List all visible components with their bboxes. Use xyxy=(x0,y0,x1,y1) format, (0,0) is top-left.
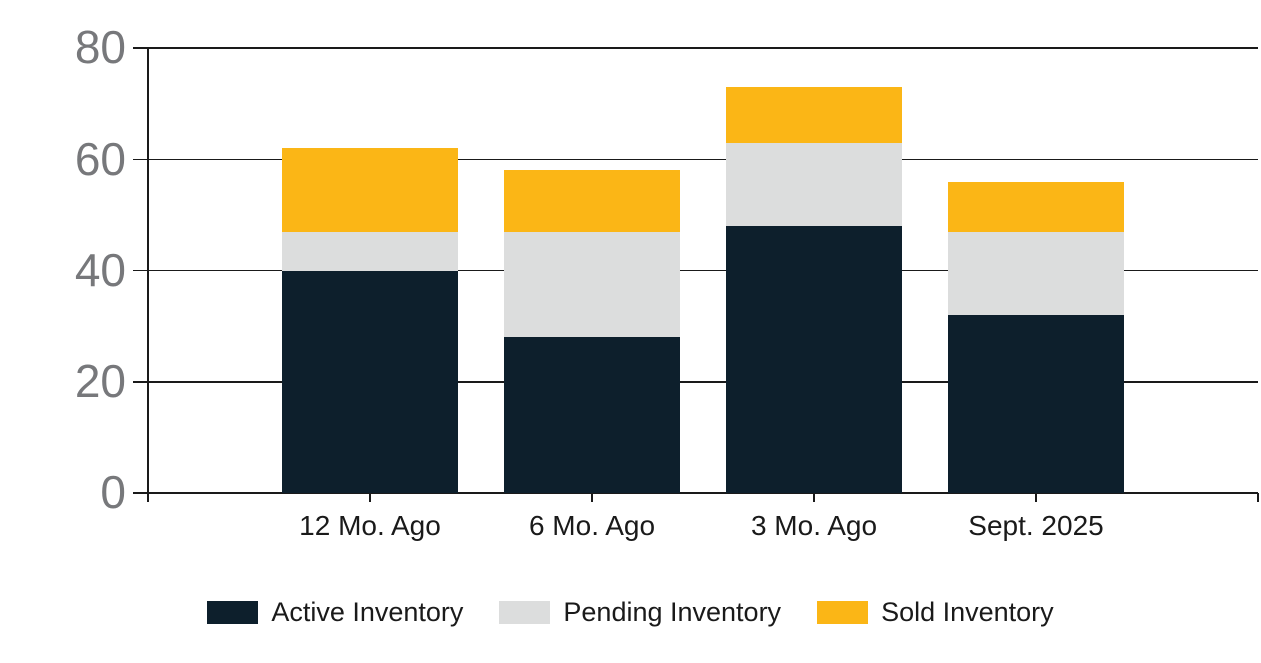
y-axis-tick-60 xyxy=(133,158,148,160)
plot-area: 0 20 40 60 80 12 Mo. Ago 6 Mo. Ago 3 Mo. Ago Sep… xyxy=(75,24,1259,541)
x-axis-label-sept-2025: Sept. 2025 xyxy=(968,510,1104,541)
x-axis-tick-4 xyxy=(1035,493,1037,502)
x-axis-tick-0 xyxy=(147,493,149,502)
y-axis-line xyxy=(147,48,149,502)
bar-segment-6-mo-ago-active-inventory xyxy=(504,337,680,493)
legend-swatch-sold-inventory xyxy=(817,601,869,624)
legend-swatch-pending-inventory xyxy=(499,601,551,624)
x-axis-tick-3 xyxy=(813,493,815,502)
bar-segment-3-mo-ago-active-inventory xyxy=(726,226,902,493)
bar-segment-sept-2025-sold-inventory xyxy=(948,181,1124,232)
bar-segment-12-mo-ago-pending-inventory xyxy=(282,231,458,271)
y-axis-label-40: 40 xyxy=(74,243,126,296)
y-axis-tick-80 xyxy=(133,47,148,49)
gridline-y-60 xyxy=(148,158,1258,160)
bar-segment-6-mo-ago-pending-inventory xyxy=(504,231,680,338)
gridline-y-40 xyxy=(148,269,1258,272)
y-axis-label-80: 80 xyxy=(74,21,126,74)
y-axis-tick-20 xyxy=(133,381,148,383)
gridline-y-20 xyxy=(148,381,1258,383)
y-axis-label-0: 0 xyxy=(100,466,126,519)
chart-legend: Active Inventory Pending Inventory Sold In… xyxy=(0,597,1261,628)
x-axis-label-12-mo-ago: 12 Mo. Ago xyxy=(299,510,441,541)
bar-segment-sept-2025-pending-inventory xyxy=(948,231,1124,315)
legend-label-sold-inventory: Sold Inventory xyxy=(881,597,1054,627)
x-axis-label-3-mo-ago: 3 Mo. Ago xyxy=(750,510,878,541)
bar-segment-3-mo-ago-pending-inventory xyxy=(726,142,902,226)
y-axis-label-60: 60 xyxy=(74,132,126,185)
bar-segment-12-mo-ago-sold-inventory xyxy=(282,148,458,232)
bar-6-mo-ago xyxy=(504,48,680,493)
gridline-y-80 xyxy=(148,47,1258,49)
x-axis-line xyxy=(148,492,1258,494)
legend-item-pending-inventory: Pending Inventory xyxy=(499,597,781,628)
y-axis-tick-0 xyxy=(133,492,148,494)
bar-12-mo-ago xyxy=(282,48,458,493)
legend-label-pending-inventory: Pending Inventory xyxy=(563,597,782,627)
legend-item-sold-inventory: Sold Inventory xyxy=(817,597,1054,628)
legend-swatch-active-inventory xyxy=(207,601,259,624)
y-axis-label-20: 20 xyxy=(74,354,126,407)
x-axis-tick-1 xyxy=(369,493,371,502)
x-axis-tick-5 xyxy=(1257,493,1259,502)
bar-segment-sept-2025-active-inventory xyxy=(948,315,1124,493)
bar-segment-3-mo-ago-sold-inventory xyxy=(726,86,902,143)
bar-segment-12-mo-ago-active-inventory xyxy=(282,270,458,493)
x-axis-label-6-mo-ago: 6 Mo. Ago xyxy=(528,510,656,541)
y-axis-tick-40 xyxy=(133,269,148,272)
x-axis-tick-2 xyxy=(591,493,593,502)
legend-label-active-inventory: Active Inventory xyxy=(271,597,464,627)
bar-sept-2025 xyxy=(948,48,1124,493)
bar-3-mo-ago xyxy=(726,48,902,493)
legend-item-active-inventory: Active Inventory xyxy=(207,597,463,628)
bar-segment-6-mo-ago-sold-inventory xyxy=(504,170,680,232)
